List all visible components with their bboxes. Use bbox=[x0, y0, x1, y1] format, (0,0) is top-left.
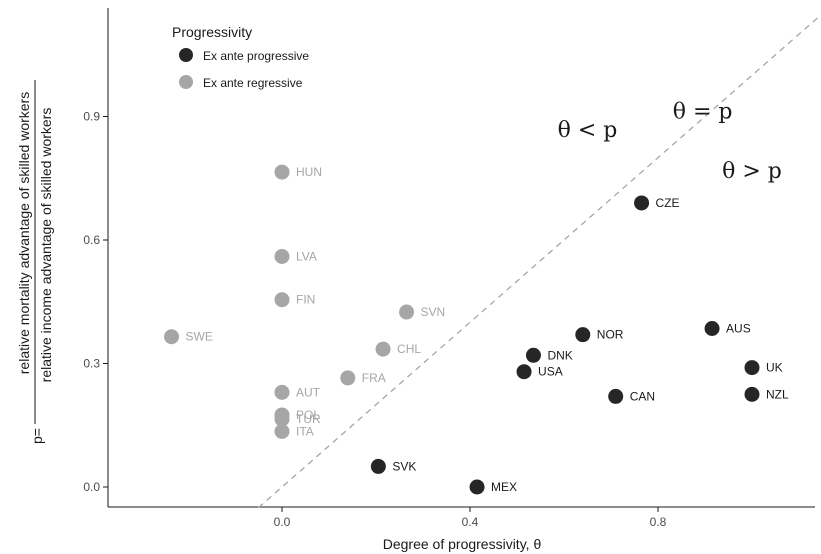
data-point-nzl bbox=[744, 386, 760, 402]
x-tick-label: 0.0 bbox=[274, 515, 291, 529]
point-label-tur: TUR bbox=[296, 412, 321, 426]
data-point-usa bbox=[516, 364, 532, 380]
y-tick-label: 0.6 bbox=[83, 233, 100, 247]
point-label-fra: FRA bbox=[362, 371, 386, 385]
point-label-aus: AUS bbox=[726, 322, 751, 336]
data-point-cze bbox=[634, 195, 650, 211]
y-tick-label: 0.0 bbox=[83, 480, 100, 494]
point-label-swe: SWE bbox=[186, 330, 213, 344]
legend-label-progressive: Ex ante progressive bbox=[203, 49, 309, 63]
point-label-nor: NOR bbox=[597, 328, 624, 342]
legend-label-regressive: Ex ante regressive bbox=[203, 76, 303, 90]
point-label-aut: AUT bbox=[296, 385, 321, 399]
legend-swatch-progressive bbox=[179, 48, 193, 62]
point-label-chl: CHL bbox=[397, 342, 421, 356]
data-point-uk bbox=[744, 360, 760, 376]
point-label-ita: ITA bbox=[296, 424, 314, 438]
point-label-can: CAN bbox=[630, 389, 655, 403]
data-point-aut bbox=[274, 384, 290, 400]
y-tick-label: 0.9 bbox=[83, 109, 100, 123]
data-point-swe bbox=[164, 329, 180, 345]
data-point-svn bbox=[399, 304, 415, 320]
reference-line bbox=[258, 14, 821, 509]
point-label-lva: LVA bbox=[296, 249, 317, 263]
region-annotation: θ = p bbox=[673, 100, 733, 125]
data-point-mex bbox=[469, 479, 485, 495]
data-point-hun bbox=[274, 164, 290, 180]
y-axis-title: p= relative mortality advantage of skill… bbox=[16, 80, 54, 444]
data-point-aus bbox=[704, 321, 720, 337]
y-axis-title-denominator: relative income advantage of skilled wor… bbox=[38, 108, 54, 383]
point-label-svn: SVN bbox=[421, 305, 446, 319]
data-point-dnk bbox=[525, 347, 541, 363]
x-tick-label: 0.8 bbox=[650, 515, 667, 529]
x-axis-title: Degree of progressivity, θ bbox=[383, 536, 542, 552]
region-annotation: θ < p bbox=[558, 118, 618, 143]
point-label-dnk: DNK bbox=[547, 348, 572, 362]
point-label-hun: HUN bbox=[296, 165, 322, 179]
data-point-fin bbox=[274, 292, 290, 308]
point-label-usa: USA bbox=[538, 365, 563, 379]
data-point-ita bbox=[274, 423, 290, 439]
data-point-chl bbox=[375, 341, 391, 357]
point-label-nzl: NZL bbox=[766, 387, 789, 401]
y-axis-title-numerator: relative mortality advantage of skilled … bbox=[16, 92, 32, 374]
point-label-pol: POL bbox=[296, 408, 320, 422]
point-label-mex: MEX bbox=[491, 480, 517, 494]
data-point-can bbox=[608, 388, 624, 404]
point-label-uk: UK bbox=[766, 361, 783, 375]
data-point-tur bbox=[274, 411, 290, 427]
point-label-fin: FIN bbox=[296, 293, 315, 307]
point-label-cze: CZE bbox=[656, 196, 680, 210]
x-tick-label: 0.4 bbox=[462, 515, 479, 529]
data-point-nor bbox=[575, 327, 591, 343]
data-point-lva bbox=[274, 248, 290, 264]
data-point-fra bbox=[340, 370, 356, 386]
data-point-svk bbox=[370, 458, 386, 474]
region-annotation: θ > p bbox=[722, 159, 782, 184]
point-label-svk: SVK bbox=[392, 459, 416, 473]
y-tick-label: 0.3 bbox=[83, 356, 100, 370]
legend-swatch-regressive bbox=[179, 75, 193, 89]
legend-title: Progressivity bbox=[172, 24, 252, 40]
y-axis-title-prefix: p= bbox=[29, 428, 45, 444]
